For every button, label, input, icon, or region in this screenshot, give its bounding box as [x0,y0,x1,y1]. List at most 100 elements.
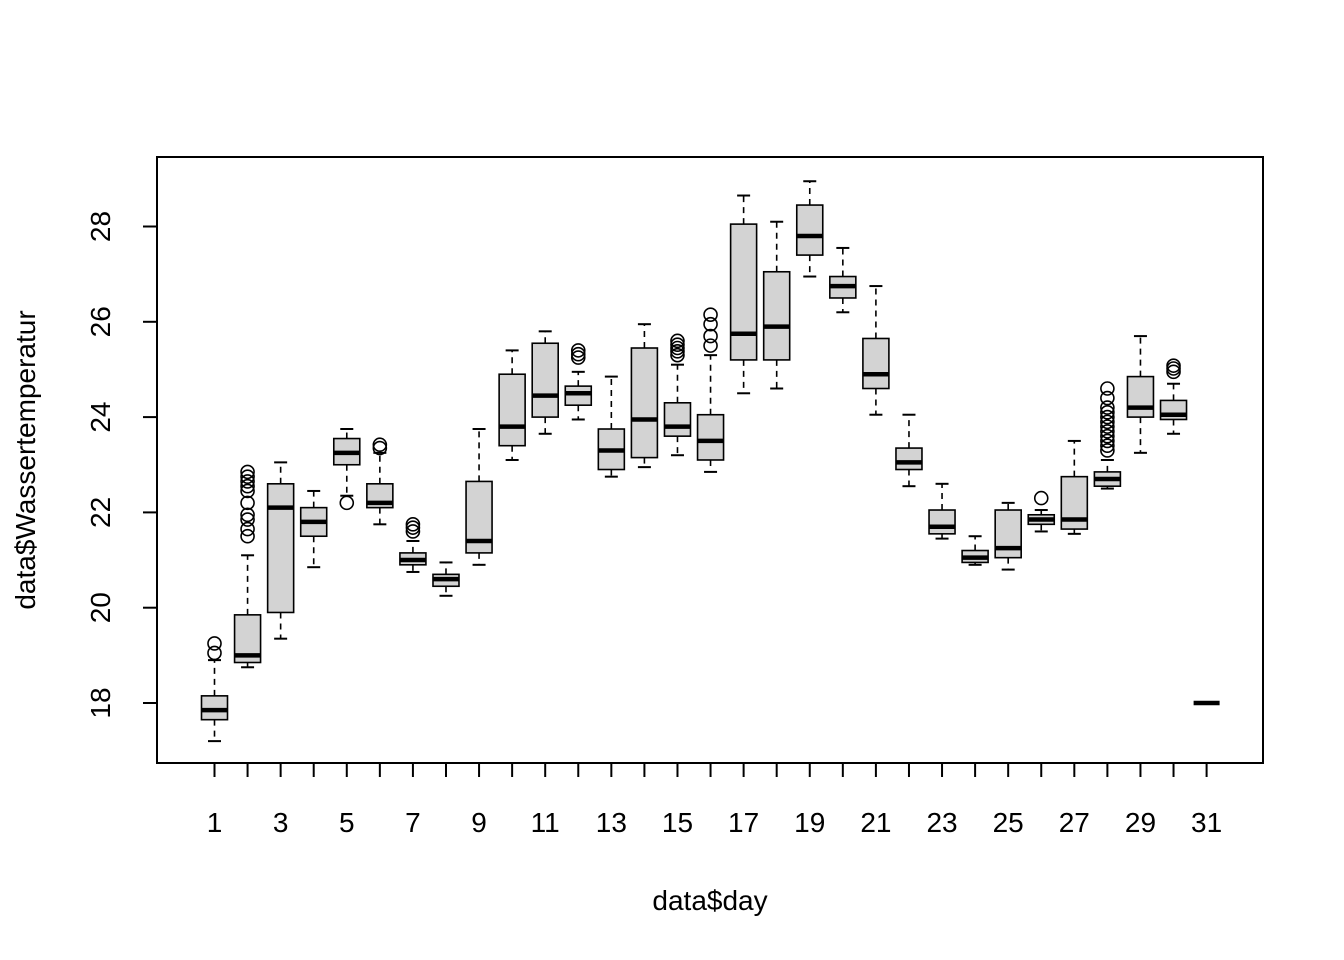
iqr-box [1126,375,1155,418]
box-day-13 [597,375,626,478]
x-tick-label: 23 [926,807,957,838]
iqr-box [630,347,659,459]
outlier-point [1100,409,1115,425]
outlier-point [1100,424,1115,439]
outlier-point [703,328,718,344]
iqr-box [266,483,295,614]
box-day-18 [762,220,791,390]
box-day-26 [1027,490,1056,533]
x-tick-label: 5 [339,807,355,838]
iqr-box [895,447,923,471]
outlier-point [1100,414,1115,430]
outlier-point [405,524,421,539]
outlier-point [1100,433,1115,449]
outlier-point [703,316,718,332]
outlier-point [405,517,421,532]
x-axis: 1 3 5 7 9 11 13 15 17 19 21 23 25 27 29 31 [207,762,1222,838]
outlier-point [240,483,255,499]
box-day-25 [994,501,1022,571]
box-day-1 [200,636,229,743]
box-day-10 [498,349,526,461]
x-tick-label: 25 [993,807,1024,838]
outlier-point [240,464,255,480]
outlier-point [1166,364,1181,380]
outlier-point [1100,443,1115,458]
outlier-point [1033,490,1049,506]
outlier-point [1100,419,1115,434]
iqr-box [531,342,560,418]
iqr-box [696,413,725,461]
outlier-point [240,474,255,489]
box-day-2 [233,464,262,669]
outlier-point [240,507,255,523]
iqr-box [663,402,692,437]
iqr-box [729,223,758,361]
box-day-28 [1093,381,1122,490]
outlier-point [1100,400,1115,415]
outlier-point [1166,358,1181,373]
iqr-box [498,373,526,447]
box-day-22 [895,413,923,488]
box-day-3 [266,461,295,640]
iqr-box [200,695,229,721]
y-tick-label: 24 [85,402,116,433]
box-day-23 [928,482,956,540]
outlier-point [670,347,685,363]
y-tick-label: 22 [85,497,116,528]
y-tick-label: 28 [85,211,116,242]
x-tick-label: 17 [728,807,759,838]
box-day-9 [465,428,493,566]
outlier-point [207,645,222,661]
outlier-point [670,340,685,356]
outlier-point [240,478,255,494]
outlier-point [240,495,255,511]
outlier-point [240,512,255,527]
outlier-point [703,338,718,353]
outlier-point [339,495,355,511]
box-day-4 [299,489,328,569]
y-axis-title: data$Wassertemperatur [10,310,41,609]
outlier-point [1100,428,1115,444]
box-day-16 [696,307,725,473]
x-tick-label: 19 [794,807,825,838]
outlier-point [240,528,255,544]
box-day-20 [829,246,857,314]
x-tick-label: 27 [1059,807,1090,838]
outlier-point [1100,405,1115,420]
box-day-6 [366,437,394,526]
box-day-5 [332,428,361,511]
x-tick-label: 11 [531,807,560,838]
y-tick-label: 26 [85,306,116,337]
box-day-29 [1126,335,1155,454]
boxes-layer [200,180,1220,743]
x-tick-label: 31 [1191,807,1222,838]
x-tick-label: 1 [207,807,223,838]
outlier-point [207,636,222,651]
outlier-point [240,469,255,484]
iqr-box [564,385,593,406]
x-tick-label: 21 [860,807,891,838]
x-tick-label: 15 [662,807,693,838]
box-day-21 [862,285,890,416]
x-tick-label: 3 [273,807,289,838]
x-tick-label: 7 [405,807,421,838]
outlier-point [240,521,255,537]
outlier-point [670,333,685,349]
outlier-point [1100,381,1115,396]
outlier-point [1166,361,1181,376]
y-axis: 18 20 22 24 26 28 [85,211,158,719]
outlier-point [570,350,586,365]
box-day-7 [399,517,427,573]
outlier-point [670,344,685,359]
box-day-30 [1159,358,1188,435]
outlier-point [570,346,586,362]
y-tick-label: 18 [85,687,116,718]
box-day-11 [531,330,560,435]
box-day-24 [961,535,989,566]
y-tick-label: 20 [85,592,116,623]
x-tick-label: 9 [471,807,487,838]
iqr-box [994,509,1022,559]
outlier-point [570,343,586,358]
iqr-box [795,204,824,256]
iqr-box [862,337,890,390]
